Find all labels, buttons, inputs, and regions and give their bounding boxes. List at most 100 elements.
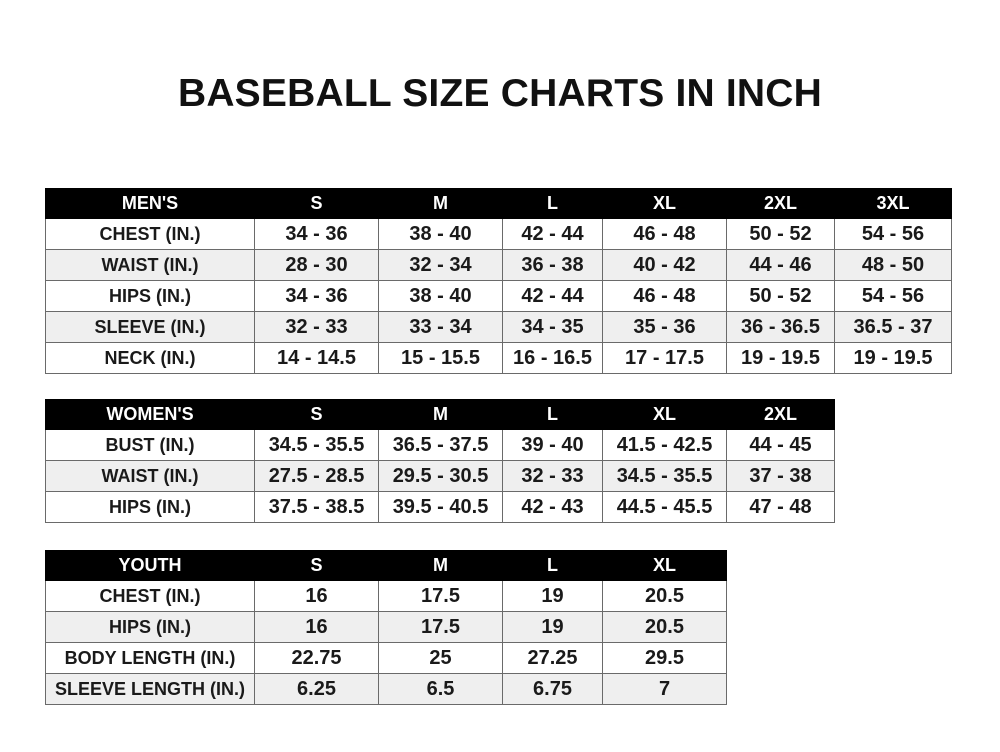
- size-value: 6.5: [378, 673, 503, 705]
- measurement-label: HIPS (IN.): [45, 491, 255, 523]
- size-value: 36.5 - 37: [834, 311, 952, 343]
- table-row: CHEST (IN.) 16 17.5 19 20.5: [45, 580, 727, 612]
- category-header: MEN'S: [45, 188, 255, 219]
- size-value: 32 - 33: [502, 460, 603, 492]
- size-value: 38 - 40: [378, 218, 503, 250]
- size-value: 17.5: [378, 580, 503, 612]
- size-value: 32 - 34: [378, 249, 503, 281]
- size-value: 50 - 52: [726, 218, 835, 250]
- size-value: 22.75: [254, 642, 379, 674]
- size-value: 50 - 52: [726, 280, 835, 312]
- table-header-row: YOUTH S M L XL: [45, 550, 727, 581]
- size-value: 29.5 - 30.5: [378, 460, 503, 492]
- size-header: XL: [602, 399, 727, 430]
- size-value: 27.25: [502, 642, 603, 674]
- size-value: 54 - 56: [834, 218, 952, 250]
- size-header: S: [254, 188, 379, 219]
- size-value: 54 - 56: [834, 280, 952, 312]
- size-value: 42 - 44: [502, 218, 603, 250]
- size-value: 7: [602, 673, 727, 705]
- womens-size-table: WOMEN'S S M L XL 2XL BUST (IN.) 34.5 - 35.5 36.5…: [45, 399, 835, 523]
- page-title: BASEBALL SIZE CHARTS IN INCH: [177, 72, 823, 115]
- measurement-label: SLEEVE LENGTH (IN.): [45, 673, 255, 705]
- size-value: 38 - 40: [378, 280, 503, 312]
- size-header: 2XL: [726, 188, 835, 219]
- size-value: 35 - 36: [602, 311, 727, 343]
- size-value: 19 - 19.5: [834, 342, 952, 374]
- size-header: 2XL: [726, 399, 835, 430]
- size-header: L: [502, 399, 603, 430]
- size-value: 19: [502, 611, 603, 643]
- size-value: 34 - 36: [254, 280, 379, 312]
- size-value: 16: [254, 611, 379, 643]
- size-value: 34 - 35: [502, 311, 603, 343]
- measurement-label: HIPS (IN.): [45, 280, 255, 312]
- size-value: 27.5 - 28.5: [254, 460, 379, 492]
- size-value: 42 - 43: [502, 491, 603, 523]
- size-value: 46 - 48: [602, 218, 727, 250]
- size-value: 36 - 38: [502, 249, 603, 281]
- size-header: XL: [602, 188, 727, 219]
- mens-size-table: MEN'S S M L XL 2XL 3XL CHEST (IN.) 34 - 36 38 - 4…: [45, 188, 952, 374]
- table-row: WAIST (IN.) 28 - 30 32 - 34 36 - 38 40 - 42 4…: [45, 249, 952, 281]
- table-row: SLEEVE LENGTH (IN.) 6.25 6.5 6.75 7: [45, 673, 727, 705]
- measurement-label: CHEST (IN.): [45, 218, 255, 250]
- size-value: 19 - 19.5: [726, 342, 835, 374]
- size-value: 47 - 48: [726, 491, 835, 523]
- measurement-label: BUST (IN.): [45, 429, 255, 461]
- size-value: 15 - 15.5: [378, 342, 503, 374]
- size-value: 36.5 - 37.5: [378, 429, 503, 461]
- size-value: 17 - 17.5: [602, 342, 727, 374]
- size-value: 6.75: [502, 673, 603, 705]
- size-value: 29.5: [602, 642, 727, 674]
- size-value: 34 - 36: [254, 218, 379, 250]
- size-value: 16 - 16.5: [502, 342, 603, 374]
- size-value: 37.5 - 38.5: [254, 491, 379, 523]
- size-value: 39 - 40: [502, 429, 603, 461]
- size-value: 48 - 50: [834, 249, 952, 281]
- size-value: 44.5 - 45.5: [602, 491, 727, 523]
- size-value: 19: [502, 580, 603, 612]
- size-value: 41.5 - 42.5: [602, 429, 727, 461]
- table-header-row: MEN'S S M L XL 2XL 3XL: [45, 188, 952, 219]
- category-header: YOUTH: [45, 550, 255, 581]
- size-header: 3XL: [834, 188, 952, 219]
- measurement-label: WAIST (IN.): [45, 460, 255, 492]
- size-header: M: [378, 399, 503, 430]
- size-header: S: [254, 399, 379, 430]
- size-value: 44 - 46: [726, 249, 835, 281]
- size-header: S: [254, 550, 379, 581]
- table-row: HIPS (IN.) 34 - 36 38 - 40 42 - 44 46 - 48 50…: [45, 280, 952, 312]
- category-header: WOMEN'S: [45, 399, 255, 430]
- size-header: L: [502, 188, 603, 219]
- size-value: 20.5: [602, 580, 727, 612]
- size-header: M: [378, 550, 503, 581]
- size-value: 14 - 14.5: [254, 342, 379, 374]
- size-header: XL: [602, 550, 727, 581]
- table-row: NECK (IN.) 14 - 14.5 15 - 15.5 16 - 16.5 17 …: [45, 342, 952, 374]
- measurement-label: WAIST (IN.): [45, 249, 255, 281]
- table-row: SLEEVE (IN.) 32 - 33 33 - 34 34 - 35 35 - 36…: [45, 311, 952, 343]
- size-value: 6.25: [254, 673, 379, 705]
- size-value: 16: [254, 580, 379, 612]
- size-value: 33 - 34: [378, 311, 503, 343]
- measurement-label: BODY LENGTH (IN.): [45, 642, 255, 674]
- size-value: 20.5: [602, 611, 727, 643]
- measurement-label: HIPS (IN.): [45, 611, 255, 643]
- size-value: 36 - 36.5: [726, 311, 835, 343]
- size-header: L: [502, 550, 603, 581]
- size-value: 44 - 45: [726, 429, 835, 461]
- size-header: M: [378, 188, 503, 219]
- size-value: 32 - 33: [254, 311, 379, 343]
- table-row: CHEST (IN.) 34 - 36 38 - 40 42 - 44 46 - 48 5…: [45, 218, 952, 250]
- measurement-label: CHEST (IN.): [45, 580, 255, 612]
- table-row: HIPS (IN.) 16 17.5 19 20.5: [45, 611, 727, 643]
- size-value: 28 - 30: [254, 249, 379, 281]
- size-value: 37 - 38: [726, 460, 835, 492]
- size-value: 25: [378, 642, 503, 674]
- size-value: 46 - 48: [602, 280, 727, 312]
- size-value: 39.5 - 40.5: [378, 491, 503, 523]
- size-value: 40 - 42: [602, 249, 727, 281]
- table-row: BUST (IN.) 34.5 - 35.5 36.5 - 37.5 39 - 40 4…: [45, 429, 835, 461]
- size-value: 34.5 - 35.5: [602, 460, 727, 492]
